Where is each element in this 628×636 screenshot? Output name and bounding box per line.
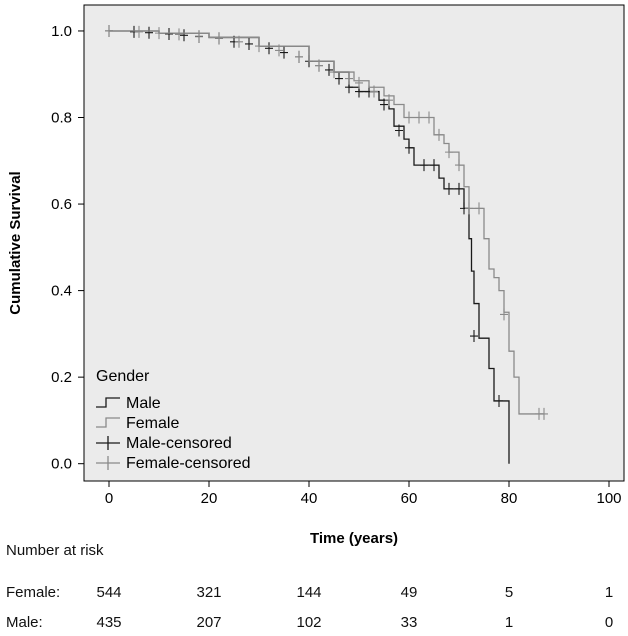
- legend-entry: Male: [126, 395, 161, 412]
- risk-cell: 1: [604, 584, 614, 601]
- legend-entry: Female: [126, 415, 179, 432]
- censor-mark-female: [475, 202, 483, 215]
- censor-mark-male: [165, 27, 173, 40]
- censor-mark-male: [335, 72, 343, 85]
- censor-mark-male: [180, 29, 188, 42]
- censor-mark-male: [420, 159, 428, 172]
- censor-mark-female: [195, 30, 203, 43]
- censor-mark-female: [155, 27, 163, 40]
- x-tick-label: 20: [201, 490, 218, 507]
- risk-cell: 544: [96, 584, 122, 601]
- legend-entry: Female-censored: [126, 455, 251, 472]
- risk-cell: 1: [504, 614, 514, 631]
- x-tick-label: 0: [105, 490, 113, 507]
- censor-mark-female: [425, 111, 433, 124]
- censor-mark-male: [265, 42, 273, 55]
- km-chart: Gender Male Female Male-censored Female-cens…: [7, 4, 625, 547]
- x-tick-label: 40: [301, 490, 318, 507]
- censor-mark-female: [105, 24, 113, 37]
- censor-mark-male: [325, 63, 333, 76]
- risk-row-label: Male:: [6, 614, 43, 631]
- censor-mark-female: [355, 76, 363, 89]
- censor-mark-female: [435, 128, 443, 141]
- y-tick-label: 0.4: [51, 283, 72, 300]
- axes: 0 20 40 60 80 100 0.0 0.2 0.4 0.6 0.8 1.0: [51, 23, 621, 507]
- risk-row-label: Female:: [6, 584, 61, 601]
- y-tick-label: 1.0: [51, 23, 72, 40]
- legend-step-line: [96, 417, 120, 428]
- legend-step-line: [96, 397, 120, 408]
- censor-mark-female: [330, 66, 338, 79]
- censor-mark-male: [405, 141, 413, 154]
- legend-title: Gender: [96, 368, 150, 385]
- censor-mark-male: [495, 394, 503, 407]
- censor-mark-female: [415, 111, 423, 124]
- legend-censor-mark: [96, 456, 120, 470]
- censor-mark-female: [175, 28, 183, 41]
- censor-mark-female: [385, 94, 393, 107]
- x-tick-label: 100: [596, 490, 621, 507]
- censor-mark-female: [135, 25, 143, 38]
- censor-mark-female: [235, 35, 243, 48]
- legend-entry: Male-censored: [126, 435, 232, 452]
- y-tick-label: 0.8: [51, 110, 72, 127]
- y-tick-label: 0.0: [51, 456, 72, 473]
- censor-mark-female: [215, 32, 223, 45]
- censor-mark-male: [445, 182, 453, 195]
- censor-mark-male: [145, 26, 153, 39]
- censor-mark-male: [430, 159, 438, 172]
- censor-mark-female: [315, 59, 323, 72]
- x-axis-label: Time (years): [310, 530, 398, 547]
- x-tick-label: 80: [501, 490, 518, 507]
- risk-cell: 102: [296, 614, 322, 631]
- censor-mark-female: [445, 146, 453, 159]
- censor-mark-female: [405, 111, 413, 124]
- legend: Gender Male Female Male-censored Female-cens…: [96, 368, 251, 472]
- risk-cell: 144: [296, 584, 322, 601]
- risk-cell: 0: [604, 614, 614, 631]
- y-axis-label: Cumulative Survival: [7, 171, 24, 314]
- censor-mark-male: [455, 182, 463, 195]
- risk-cell: 33: [400, 614, 418, 631]
- censor-mark-male: [395, 124, 403, 137]
- x-tick-label: 60: [401, 490, 418, 507]
- survival-curve-female: [109, 30, 544, 415]
- y-tick-label: 0.6: [51, 196, 72, 213]
- censor-mark-female: [500, 308, 508, 321]
- censor-mark-male: [380, 98, 388, 111]
- censor-mark-female: [455, 159, 463, 172]
- y-tick-label: 0.2: [51, 369, 72, 386]
- plot-area: [83, 4, 625, 482]
- risk-cell: 435: [96, 614, 122, 631]
- censor-mark-female: [255, 40, 263, 53]
- risk-cell: 5: [504, 584, 514, 601]
- censor-mark-female: [275, 44, 283, 57]
- risk-table-title: Number at risk: [6, 542, 104, 559]
- censor-mark-male: [245, 37, 253, 50]
- risk-cell: 321: [196, 584, 222, 601]
- censor-mark-male: [470, 330, 478, 343]
- legend-censor-mark: [96, 436, 120, 450]
- risk-cell: 49: [400, 584, 418, 601]
- censor-mark-female: [370, 85, 378, 98]
- censor-mark-male: [280, 46, 288, 59]
- censor-mark-female: [295, 50, 303, 63]
- censor-mark-female: [465, 202, 473, 215]
- risk-cell: 207: [196, 614, 222, 631]
- censor-mark-female: [540, 407, 548, 420]
- censor-mark-female: [345, 72, 353, 85]
- series-layer: [105, 24, 548, 464]
